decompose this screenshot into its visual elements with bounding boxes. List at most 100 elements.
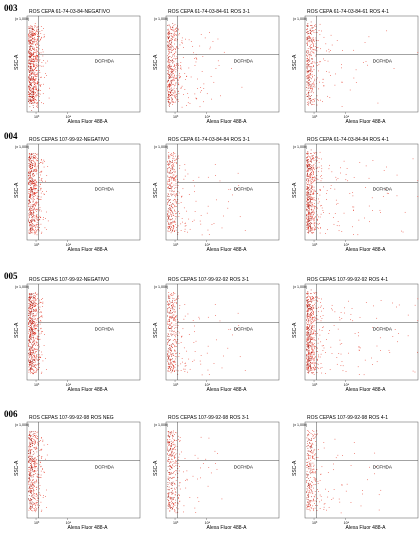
event-point — [29, 177, 31, 179]
event-point — [35, 89, 36, 90]
event-point — [315, 167, 317, 169]
event-point — [313, 358, 315, 360]
event-point — [37, 55, 39, 57]
event-point — [34, 34, 36, 35]
event-point — [306, 175, 308, 176]
event-point — [169, 32, 171, 34]
event-point — [167, 96, 169, 97]
event-point — [308, 342, 310, 344]
event-point — [31, 228, 33, 230]
event-point — [36, 198, 38, 200]
event-point — [311, 337, 313, 339]
event-point — [167, 55, 168, 57]
event-point — [36, 294, 37, 295]
event-point — [35, 366, 37, 368]
event-point — [179, 76, 181, 78]
event-point — [42, 306, 43, 307]
event-point — [168, 86, 169, 88]
event-point — [36, 94, 38, 96]
event-point — [306, 60, 308, 62]
event-point — [33, 61, 35, 63]
event-point — [33, 35, 34, 37]
event-point — [28, 232, 30, 234]
event-point — [39, 172, 41, 173]
event-point — [317, 214, 318, 216]
event-point — [30, 296, 32, 298]
event-point — [168, 74, 170, 75]
event-point — [307, 33, 308, 35]
event-point — [169, 304, 170, 305]
event-point — [310, 345, 312, 346]
event-point — [174, 187, 175, 189]
event-point — [310, 289, 312, 291]
event-point — [309, 189, 311, 190]
event-point — [29, 194, 30, 196]
event-point — [28, 76, 29, 78]
event-point — [167, 168, 169, 169]
event-point — [28, 324, 30, 325]
event-point — [30, 304, 32, 306]
event-point — [308, 195, 310, 197]
event-point — [188, 67, 190, 69]
event-point — [174, 312, 176, 313]
event-point — [30, 91, 32, 93]
event-point — [320, 306, 321, 308]
panel-title: ROS CEPAS 107-99-92-98 ROS NEG — [29, 415, 114, 421]
event-point — [311, 156, 313, 157]
event-point — [172, 354, 174, 356]
event-point — [310, 100, 312, 102]
event-point — [170, 372, 172, 374]
event-point — [33, 56, 34, 58]
event-point — [310, 351, 312, 353]
event-point — [186, 210, 188, 212]
event-point — [306, 340, 308, 342]
x-tick-label: 10⁴ — [205, 115, 211, 119]
event-point — [309, 306, 311, 308]
event-point — [35, 305, 37, 306]
event-point — [33, 153, 35, 154]
event-point — [29, 208, 31, 210]
event-point — [28, 358, 29, 360]
event-point — [28, 39, 30, 41]
event-point — [306, 55, 308, 56]
event-point — [310, 226, 312, 227]
event-point — [31, 46, 32, 47]
event-point — [29, 360, 31, 362]
event-point — [315, 297, 316, 298]
event-point — [168, 57, 170, 58]
event-point — [35, 55, 37, 57]
event-point — [43, 28, 44, 29]
event-point — [227, 347, 229, 349]
event-point — [188, 218, 190, 220]
event-point — [169, 78, 171, 79]
event-point — [313, 152, 315, 154]
event-point — [30, 352, 31, 354]
event-point — [171, 153, 173, 154]
event-point — [29, 68, 31, 69]
event-point — [32, 90, 34, 92]
event-point — [29, 209, 31, 210]
event-point — [306, 32, 307, 33]
event-point — [175, 339, 177, 341]
event-point — [194, 65, 196, 66]
event-point — [28, 81, 30, 82]
event-point — [31, 170, 33, 172]
event-point — [316, 32, 318, 33]
event-point — [308, 70, 309, 72]
event-point — [30, 351, 31, 353]
event-point — [317, 171, 319, 173]
event-point — [41, 37, 42, 39]
event-point — [30, 372, 31, 374]
event-point — [175, 97, 177, 99]
event-point — [32, 42, 34, 43]
event-point — [307, 367, 309, 369]
event-point — [307, 76, 309, 78]
event-point — [32, 373, 33, 375]
event-point — [167, 339, 169, 340]
event-point — [174, 349, 175, 351]
event-point — [321, 310, 322, 312]
event-point — [33, 80, 35, 82]
event-point — [41, 65, 43, 67]
